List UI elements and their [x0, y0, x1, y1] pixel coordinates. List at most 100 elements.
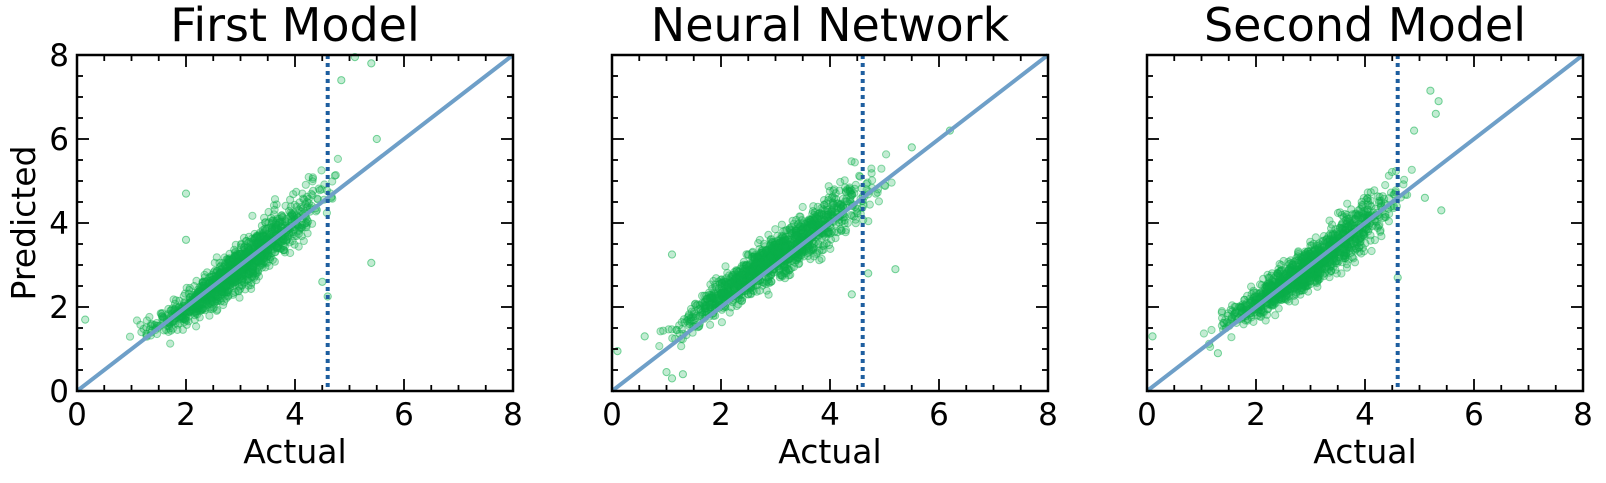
scatter-point: [304, 173, 313, 182]
scatter-point: [220, 260, 229, 269]
scatter-point: [273, 242, 282, 251]
scatter-point: [1376, 227, 1385, 236]
scatter-point: [877, 164, 886, 173]
scatter-point: [267, 227, 276, 236]
scatter-point: [243, 262, 252, 272]
scatter-point: [263, 252, 272, 262]
scatter-point: [244, 232, 254, 241]
outlier-point: [1437, 206, 1446, 215]
scatter-point: [217, 290, 226, 299]
scatter-point: [225, 281, 234, 290]
scatter-point: [221, 262, 230, 271]
scatter-point: [226, 275, 235, 284]
scatter-point: [244, 269, 253, 278]
x-tick-label: 2: [1246, 397, 1266, 433]
scatter-point: [184, 317, 193, 326]
scatter-point: [270, 257, 279, 266]
outlier-point: [1420, 193, 1429, 202]
scatter-point: [247, 278, 256, 287]
scatter-point: [284, 230, 294, 239]
scatter-point: [253, 266, 262, 275]
scatter-point: [254, 257, 263, 266]
scatter-point: [824, 182, 833, 191]
scatter-point: [205, 277, 214, 286]
scatter-point: [295, 223, 304, 232]
scatter-point: [258, 229, 267, 238]
scatter-point: [277, 211, 286, 220]
scatter-point: [808, 223, 817, 232]
scatter-point: [249, 262, 258, 271]
scatter-point: [296, 224, 305, 233]
scatter-point: [294, 229, 303, 238]
scatter-point: [237, 252, 246, 261]
x-tick-label: 4: [820, 397, 840, 433]
scatter-point: [235, 275, 244, 284]
scatter-point: [267, 224, 276, 234]
scatter-point: [1263, 270, 1272, 279]
reference-lines: [1145, 53, 1585, 393]
scatter-point: [231, 277, 241, 286]
scatter-point: [244, 277, 253, 286]
scatter-point: [1400, 175, 1409, 184]
scatter-point: [233, 276, 242, 285]
scatter-point: [258, 226, 267, 235]
x-axis-label: Actual: [1313, 432, 1416, 471]
scatter-point: [209, 291, 218, 300]
scatter-point: [289, 229, 298, 239]
scatter-point: [215, 265, 224, 274]
scatter-point: [252, 231, 261, 240]
scatter-point: [164, 310, 173, 319]
scatter-point: [182, 316, 191, 325]
scatter-point: [240, 245, 249, 254]
scatter-point: [273, 214, 282, 223]
scatter-point: [225, 260, 234, 270]
scatter-point: [215, 283, 225, 292]
scatter-point: [251, 255, 260, 264]
scatter-point: [197, 297, 206, 306]
scatter-point: [240, 270, 249, 279]
scatter-point: [201, 295, 210, 304]
scatter-point: [158, 309, 167, 318]
scatter-point: [826, 244, 835, 253]
scatter-point: [252, 233, 262, 242]
scatter-point: [237, 249, 246, 258]
scatter-point: [222, 264, 232, 273]
scatter-point: [817, 246, 827, 255]
scatter-point: [201, 277, 210, 286]
scatter-point: [200, 306, 210, 315]
scatter-point: [295, 206, 304, 215]
scatter-point: [226, 277, 235, 286]
scatter-point: [288, 211, 298, 220]
scatter-point: [211, 272, 220, 281]
scatter-point: [216, 282, 225, 291]
scatter-point: [1313, 277, 1322, 286]
scatter-point: [248, 267, 257, 276]
outlier-point: [1431, 109, 1440, 118]
scatter-point: [263, 246, 273, 255]
scatter-point: [212, 291, 221, 300]
scatter-point: [213, 267, 222, 276]
scatter-point: [1290, 297, 1300, 306]
scatter-point: [278, 221, 288, 230]
x-tick-labels: 0 2 4 6 8: [67, 397, 523, 433]
scatter-point: [254, 240, 263, 249]
scatter-point: [238, 275, 247, 284]
scatter-point: [268, 216, 277, 225]
scatter-point: [274, 225, 283, 234]
scatter-point: [200, 270, 209, 279]
scatter-point: [1367, 246, 1376, 256]
scatter-point: [797, 233, 807, 242]
scatter-point: [279, 235, 288, 244]
scatter-point: [1384, 217, 1393, 226]
scatter-point: [1381, 181, 1390, 190]
scatter-point: [251, 266, 260, 276]
outlier-point: [864, 269, 873, 278]
outlier-point: [891, 265, 900, 274]
scatter-point: [227, 275, 236, 284]
scatter-point: [239, 278, 248, 287]
scatter-point: [230, 245, 239, 254]
scatter-point: [261, 232, 270, 241]
scatter-point: [191, 307, 200, 316]
scatter-point: [235, 250, 244, 259]
